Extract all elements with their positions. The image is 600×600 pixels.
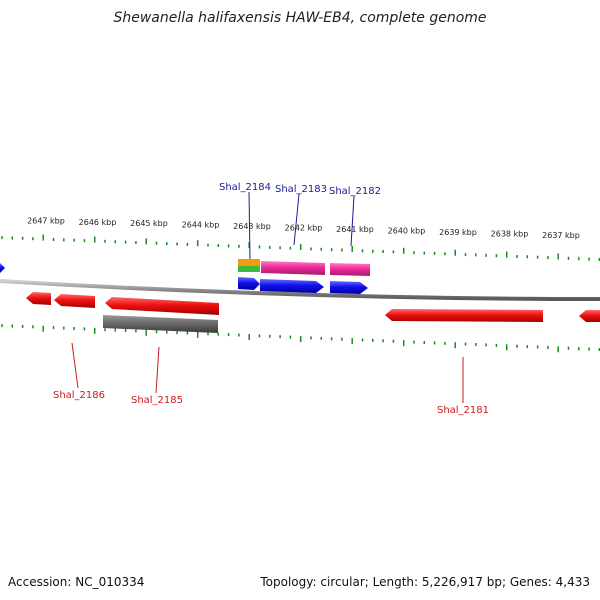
forward-strand-features xyxy=(0,259,370,294)
scale-label: 2643 kbp xyxy=(233,222,271,231)
leader-shal-2183 xyxy=(293,193,300,246)
scale-label: 2637 kbp xyxy=(542,231,580,240)
leader-shal-2184 xyxy=(248,191,251,260)
misc-feature-green xyxy=(238,266,260,272)
scale-label: 2644 kbp xyxy=(182,221,220,230)
leader-shal-2186 xyxy=(71,342,79,389)
gene-label-shal-2185: Shal_2185 xyxy=(131,395,183,406)
accession-text: Accession: NC_010334 xyxy=(8,575,145,589)
forward-cds-arrow-shal-2184 xyxy=(238,277,260,290)
scale-label: 2641 kbp xyxy=(336,225,374,234)
gene-label-shal-2182: Shal_2182 xyxy=(329,186,381,197)
forward-cds-arrow-shal-2183 xyxy=(260,279,324,293)
gene-label-shal-2181: Shal_2181 xyxy=(437,405,489,416)
scale-label: 2646 kbp xyxy=(79,218,117,227)
rna-feature-pink-shal-2183 xyxy=(261,261,325,275)
leader-shal-2185 xyxy=(155,346,160,394)
label-leaders xyxy=(71,191,464,403)
reverse-cds-arrow-shal-2186 xyxy=(54,294,95,308)
scale-label: 2642 kbp xyxy=(285,224,323,233)
scale-label: 2645 kbp xyxy=(130,219,168,228)
inner-tick-track xyxy=(1,324,600,353)
outer-tick-track xyxy=(1,234,600,261)
genome-backbone xyxy=(0,279,600,301)
scale-label: 2640 kbp xyxy=(388,227,426,236)
forward-cds-arrow-shal-2182 xyxy=(330,281,368,294)
genome-summary-text: Topology: circular; Length: 5,226,917 bp… xyxy=(260,575,590,589)
gene-label-shal-2183: Shal_2183 xyxy=(275,184,327,195)
reverse-strand-features xyxy=(26,292,600,333)
reverse-cds-arrow-shal-2181 xyxy=(385,309,543,322)
leader-shal-2182 xyxy=(350,195,355,247)
reverse-cds-arrow-right-edge xyxy=(579,310,600,322)
trna-feature-orange xyxy=(238,259,260,266)
gene-labels: Shal_2184 Shal_2183 Shal_2182 Shal_2186 … xyxy=(53,182,489,416)
scale-label: 2647 kbp xyxy=(27,216,65,225)
scale-label: 2638 kbp xyxy=(491,229,529,238)
scale-label-group: 2647 kbp 2646 kbp 2645 kbp 2644 kbp 2643 kbp… xyxy=(27,216,580,240)
gene-label-shal-2184: Shal_2184 xyxy=(219,182,271,193)
map-title: Shewanella halifaxensis HAW-EB4, complet… xyxy=(113,10,487,26)
reverse-cds-arrow-2185-region xyxy=(105,297,219,315)
gene-label-shal-2186: Shal_2186 xyxy=(53,390,105,401)
forward-cds-arrow-left-edge xyxy=(0,263,5,273)
pseudo-gene-shal-2185 xyxy=(103,315,218,333)
scale-label: 2639 kbp xyxy=(439,228,477,237)
reverse-cds-arrow-1 xyxy=(26,292,51,305)
rna-feature-pink-shal-2182 xyxy=(330,263,370,276)
